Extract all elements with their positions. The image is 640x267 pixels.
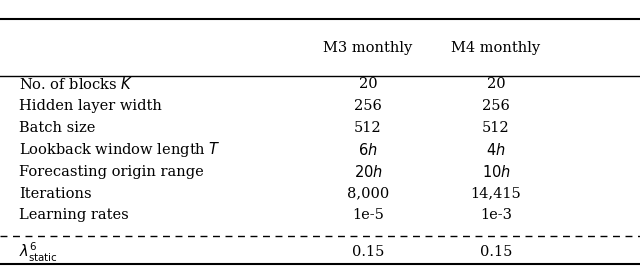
Text: 8,000: 8,000 — [347, 187, 389, 201]
Text: $6h$: $6h$ — [358, 142, 378, 158]
Text: Iterations: Iterations — [19, 187, 92, 201]
Text: 256: 256 — [482, 99, 510, 113]
Text: $4h$: $4h$ — [486, 142, 506, 158]
Text: 0.15: 0.15 — [352, 245, 384, 259]
Text: 14,415: 14,415 — [470, 187, 522, 201]
Text: Learning rates: Learning rates — [19, 209, 129, 222]
Text: 20: 20 — [358, 77, 378, 91]
Text: M3 monthly: M3 monthly — [323, 41, 413, 55]
Text: Hidden layer width: Hidden layer width — [19, 99, 162, 113]
Text: 0.15: 0.15 — [480, 245, 512, 259]
Text: 1e-5: 1e-5 — [352, 209, 384, 222]
Text: Forecasting origin range: Forecasting origin range — [19, 165, 204, 179]
Text: No. of blocks $K$: No. of blocks $K$ — [19, 76, 134, 92]
Text: $10h$: $10h$ — [481, 164, 511, 180]
Text: M4 monthly: M4 monthly — [451, 41, 541, 55]
Text: 1e-3: 1e-3 — [480, 209, 512, 222]
Text: 20: 20 — [486, 77, 506, 91]
Text: 512: 512 — [482, 121, 510, 135]
Text: Lookback window length $T$: Lookback window length $T$ — [19, 140, 221, 159]
Text: $20h$: $20h$ — [353, 164, 383, 180]
Text: 512: 512 — [354, 121, 382, 135]
Text: Batch size: Batch size — [19, 121, 95, 135]
Text: $\lambda_{\mathrm{static}}^{6}$: $\lambda_{\mathrm{static}}^{6}$ — [19, 241, 58, 264]
Text: 256: 256 — [354, 99, 382, 113]
